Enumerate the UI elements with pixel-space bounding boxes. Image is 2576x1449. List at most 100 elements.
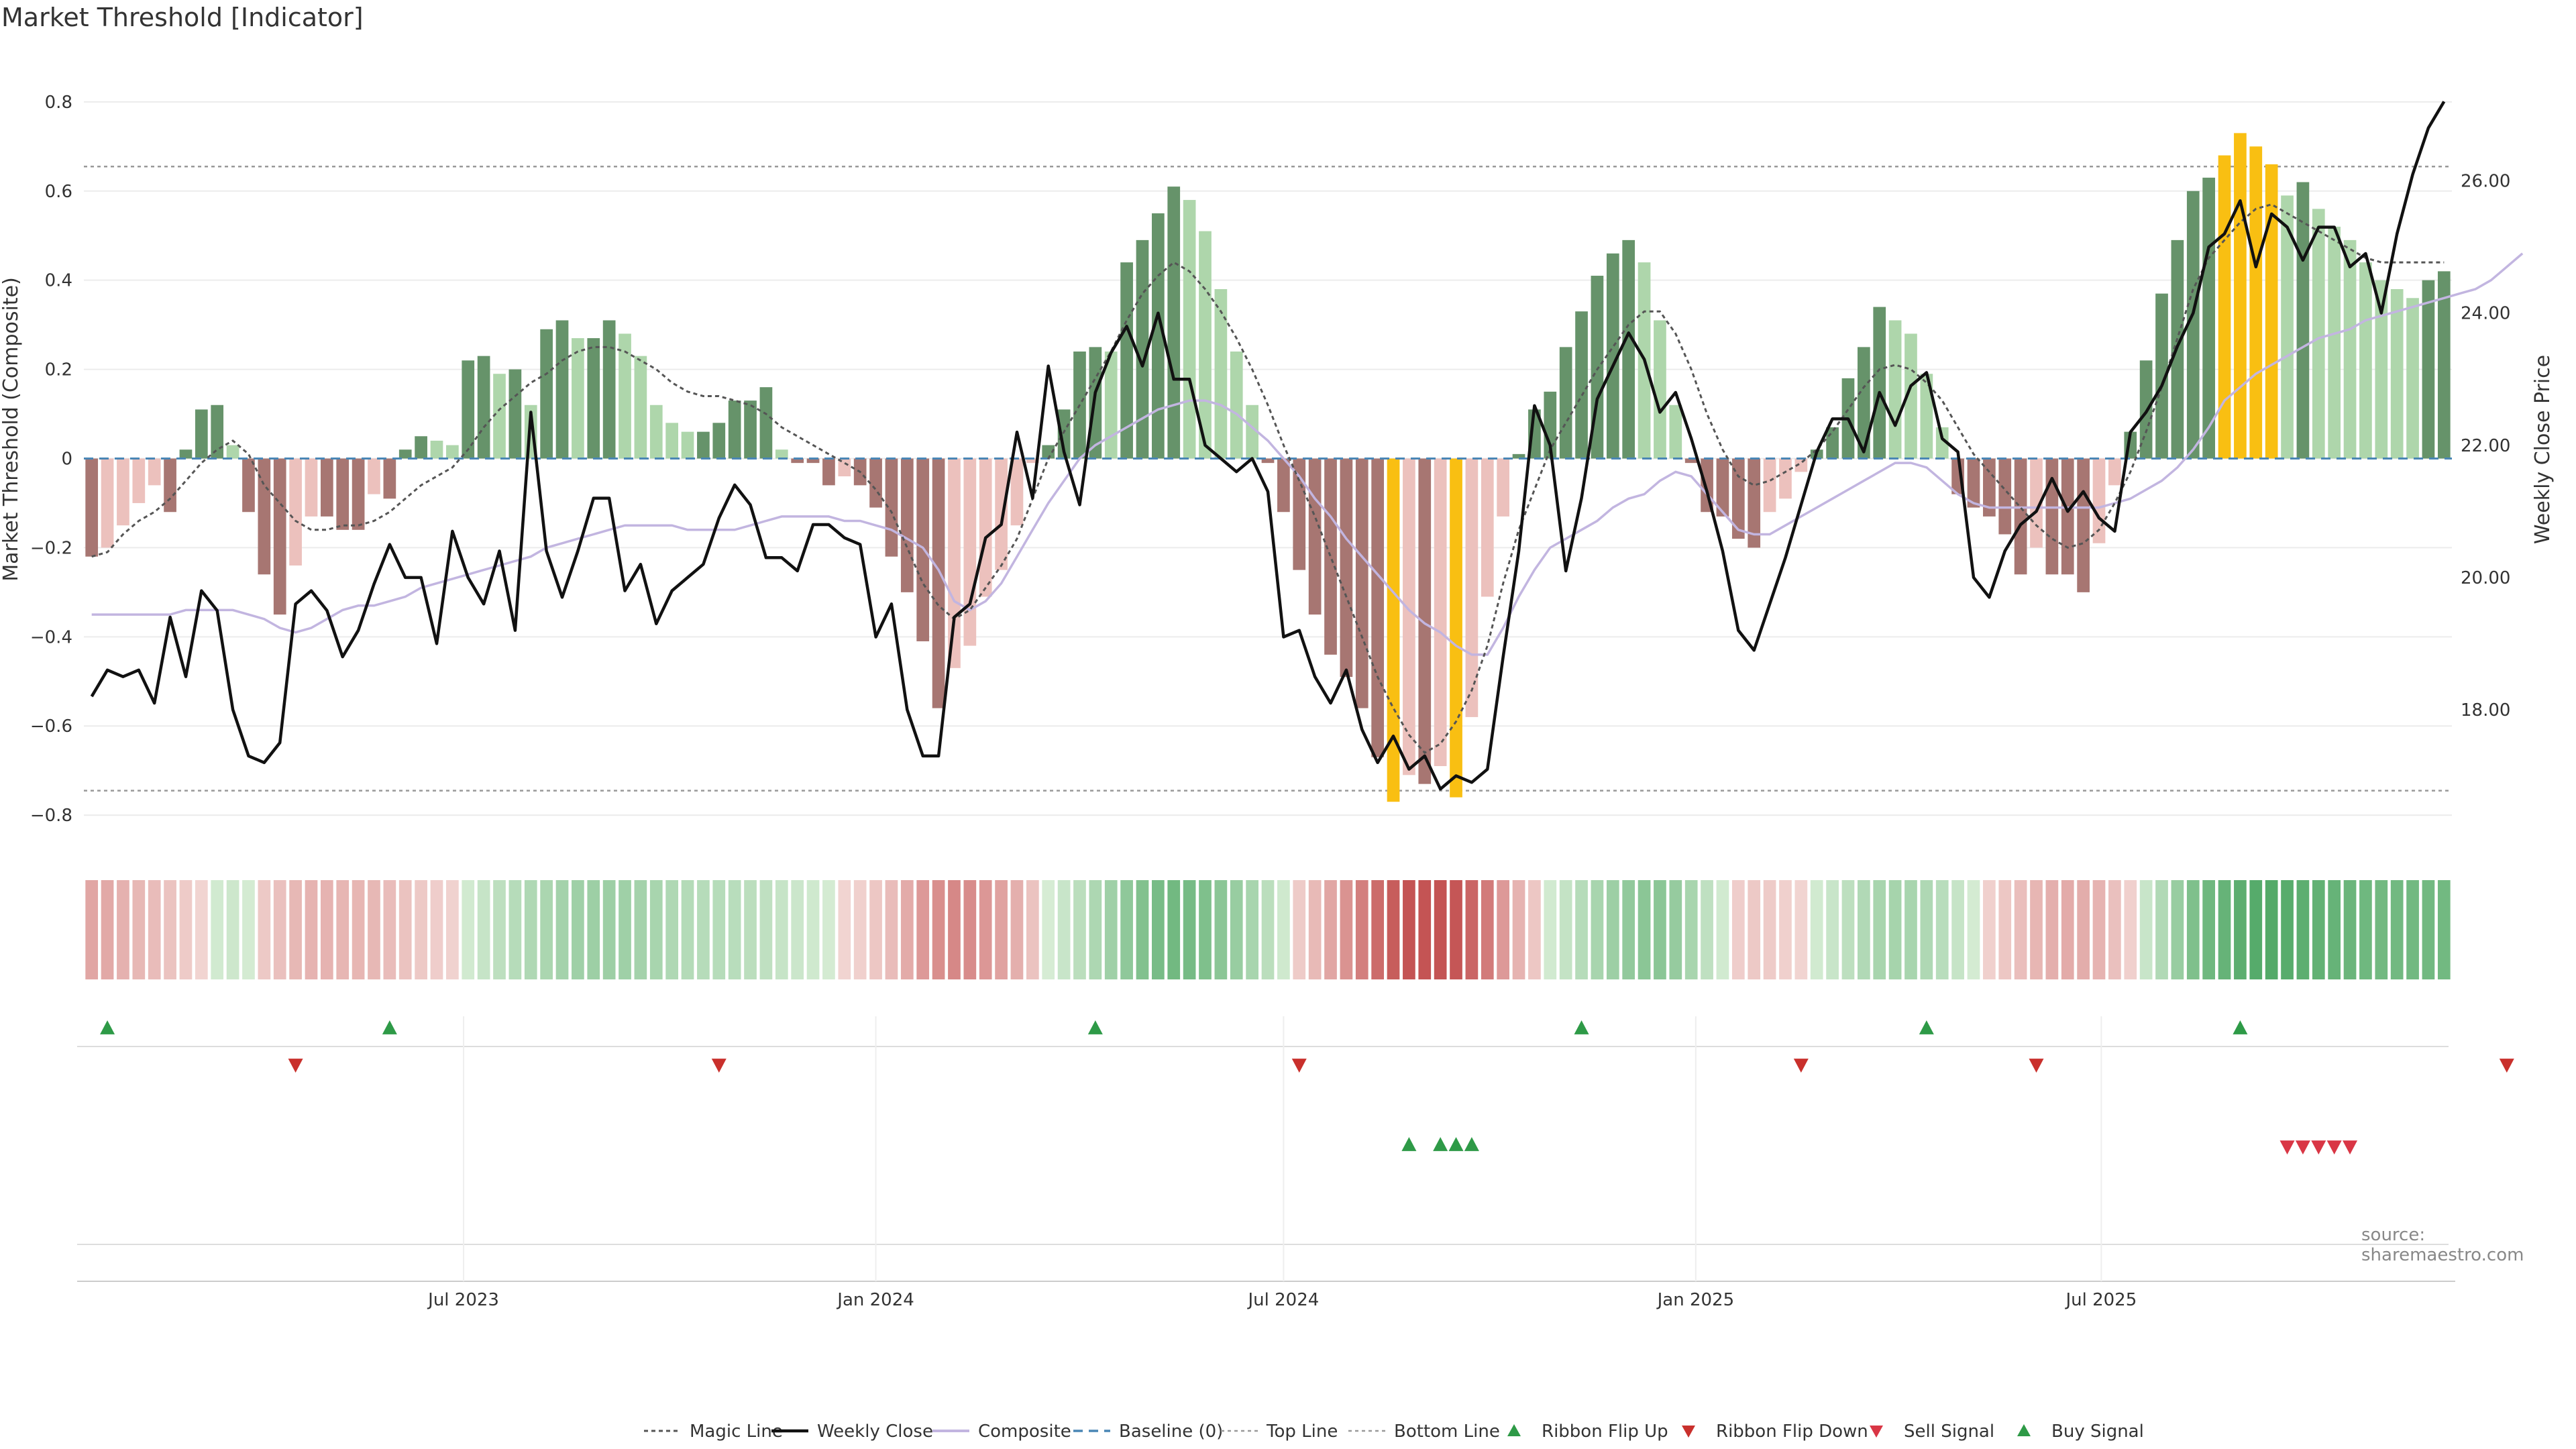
threshold-bar [1904, 333, 1917, 459]
threshold-bar [1544, 391, 1557, 459]
ribbon-cell [995, 880, 1008, 979]
ribbon-cell [289, 880, 302, 979]
threshold-bar [1654, 320, 1666, 459]
threshold-bar [1748, 458, 1761, 548]
threshold-bar [273, 458, 286, 615]
ribbon-cell [885, 880, 898, 979]
ribbon-cell [1450, 880, 1462, 979]
y-right-tick-label: 20.00 [2461, 568, 2510, 588]
threshold-bar [305, 458, 318, 517]
axis-ticks: 0.8 0.6 0.4 0.2 0 −0.2 −0.4 −0.6 −0.8 26.00 24.00 2… [30, 93, 2511, 1310]
threshold-bar [1998, 458, 2012, 535]
threshold-bar [2359, 262, 2372, 459]
threshold-bar [1731, 458, 1745, 539]
ribbon-cell [195, 880, 208, 979]
threshold-bar [1387, 458, 1400, 802]
threshold-bar [932, 458, 945, 708]
threshold-bar [289, 458, 302, 566]
threshold-bar [383, 458, 396, 499]
threshold-bar [2045, 458, 2059, 575]
threshold-bar [477, 356, 490, 459]
y-left-tick-label: −0.4 [30, 627, 72, 647]
ribbon-cell [728, 880, 741, 979]
x-tick-label: Jan 2024 [836, 1290, 914, 1310]
threshold-bar [368, 458, 380, 494]
threshold-bar [1622, 239, 1635, 459]
y-left-tick-label: 0.8 [45, 93, 72, 113]
threshold-bar [2014, 458, 2027, 575]
threshold-bar [2234, 133, 2247, 459]
ribbon-cell [1826, 880, 1839, 979]
threshold-bar [1450, 458, 1462, 798]
ribbon-cell [555, 880, 569, 979]
legend-label: Weekly Close [817, 1421, 933, 1442]
threshold-bar [1559, 347, 1572, 459]
ribbon-cell [211, 880, 224, 979]
ribbon-cell [415, 880, 427, 979]
ribbon-cell [2359, 880, 2372, 979]
ribbon-cell [2375, 880, 2388, 979]
threshold-bar [1340, 458, 1353, 678]
threshold-bar [211, 405, 224, 459]
threshold-bar [1826, 427, 1839, 459]
threshold-bar [649, 405, 663, 459]
x-tick-label: Jan 2025 [1656, 1290, 1735, 1310]
threshold-bar [164, 458, 176, 513]
ribbon-cell [2139, 880, 2153, 979]
ribbon-cell [2030, 880, 2043, 979]
legend-marker-swatch [2017, 1424, 2031, 1436]
ribbon-cell [2312, 880, 2325, 979]
ribbon-cell [1293, 880, 1306, 979]
ribbon-cell [2202, 880, 2215, 979]
threshold-bar [1779, 458, 1792, 499]
ribbon-cell [398, 880, 412, 979]
threshold-bar [1512, 453, 1525, 459]
ribbon-cell [446, 880, 459, 979]
ribbon-cell [1794, 880, 1808, 979]
ribbon-cell [1716, 880, 1729, 979]
threshold-bar [806, 458, 820, 464]
ribbon-cell [1073, 880, 1086, 979]
threshold-bar [1920, 374, 1933, 459]
ribbon-cell [932, 880, 945, 979]
threshold-bar [869, 458, 882, 508]
threshold-bars [85, 133, 2451, 802]
threshold-bar [1763, 458, 1776, 513]
ribbon-cell [1057, 880, 1071, 979]
ribbon-cell [1575, 880, 1588, 979]
ribbon-cell [1010, 880, 1024, 979]
x-tick-label: Jul 2025 [2064, 1290, 2137, 1310]
ribbon-cell [258, 880, 271, 979]
ribbon-flip-up-marker [1574, 1020, 1589, 1034]
threshold-bar [2061, 458, 2074, 575]
threshold-bar [681, 431, 694, 459]
threshold-bar [2218, 155, 2231, 459]
ribbon-cell [791, 880, 804, 979]
buy-signal-marker [1433, 1137, 1448, 1151]
ribbon-cell [2343, 880, 2357, 979]
ribbon-flip-down-marker [2499, 1059, 2514, 1073]
ribbon-strip [85, 880, 2451, 979]
ribbon-cell [1841, 880, 1855, 979]
sell-signal-marker [2326, 1140, 2342, 1155]
ribbon-cell [1120, 880, 1133, 979]
threshold-bar [336, 458, 350, 530]
ribbon-cell [1230, 880, 1243, 979]
ribbon-cell [164, 880, 176, 979]
ribbon-cell [1277, 880, 1290, 979]
threshold-bar [1434, 458, 1447, 767]
threshold-bar [1371, 458, 1384, 757]
threshold-bar [1935, 427, 1949, 459]
buy-signal-marker [1448, 1137, 1464, 1151]
threshold-bar [462, 360, 475, 459]
ribbon-cell [2328, 880, 2341, 979]
threshold-bar [2406, 298, 2419, 459]
ribbon-cell [430, 880, 443, 979]
ribbon-cell [2186, 880, 2200, 979]
threshold-bar [2108, 458, 2121, 486]
ribbon-cell [1810, 880, 1823, 979]
threshold-bar [1967, 458, 1980, 508]
legend-swatch-buy-signal [2017, 1424, 2031, 1436]
ribbon-flip-up-marker [2233, 1020, 2248, 1034]
